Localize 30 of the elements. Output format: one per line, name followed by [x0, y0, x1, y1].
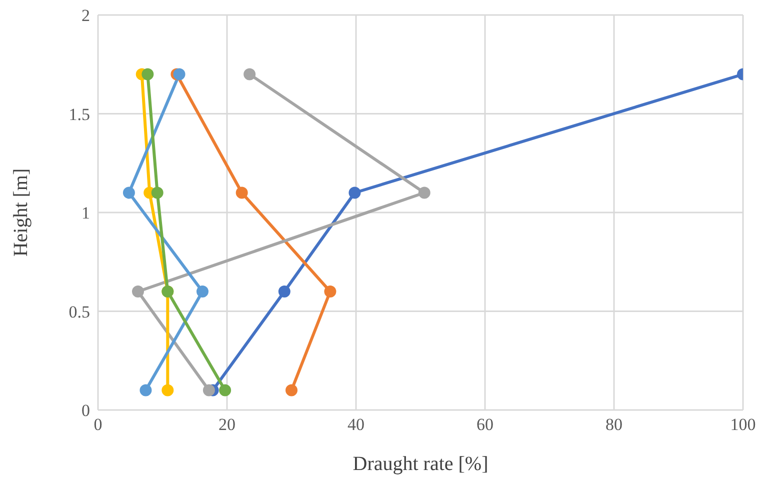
x-tick-label: 20	[218, 415, 236, 434]
point	[219, 384, 232, 396]
point	[140, 384, 152, 396]
x-tick-label: 60	[476, 415, 494, 434]
point	[173, 68, 186, 80]
point	[196, 286, 208, 298]
point	[418, 186, 430, 199]
x-tick-label: 40	[348, 415, 364, 434]
y-tick-label: 2	[82, 6, 90, 26]
y-tick-label: 0.5	[68, 302, 90, 322]
point	[324, 286, 336, 298]
point	[132, 286, 144, 298]
point	[151, 186, 164, 199]
x-tick-label: 100	[730, 415, 756, 434]
x-tick-label: 80	[606, 415, 622, 434]
x-tick-label: 0	[94, 415, 102, 434]
y-tick-label: 1.5	[68, 104, 90, 124]
y-tick-label: 0	[82, 401, 90, 420]
point	[286, 384, 298, 396]
point	[122, 186, 135, 199]
point	[202, 384, 215, 396]
point	[244, 68, 256, 80]
point	[348, 186, 361, 199]
point	[162, 384, 174, 396]
y-axis-title: Height [m]	[10, 168, 32, 257]
point	[142, 68, 154, 80]
y-tick-label: 1	[82, 204, 90, 223]
point	[278, 286, 290, 298]
point	[236, 186, 248, 199]
x-axis-title: Draught rate [%]	[352, 453, 488, 475]
